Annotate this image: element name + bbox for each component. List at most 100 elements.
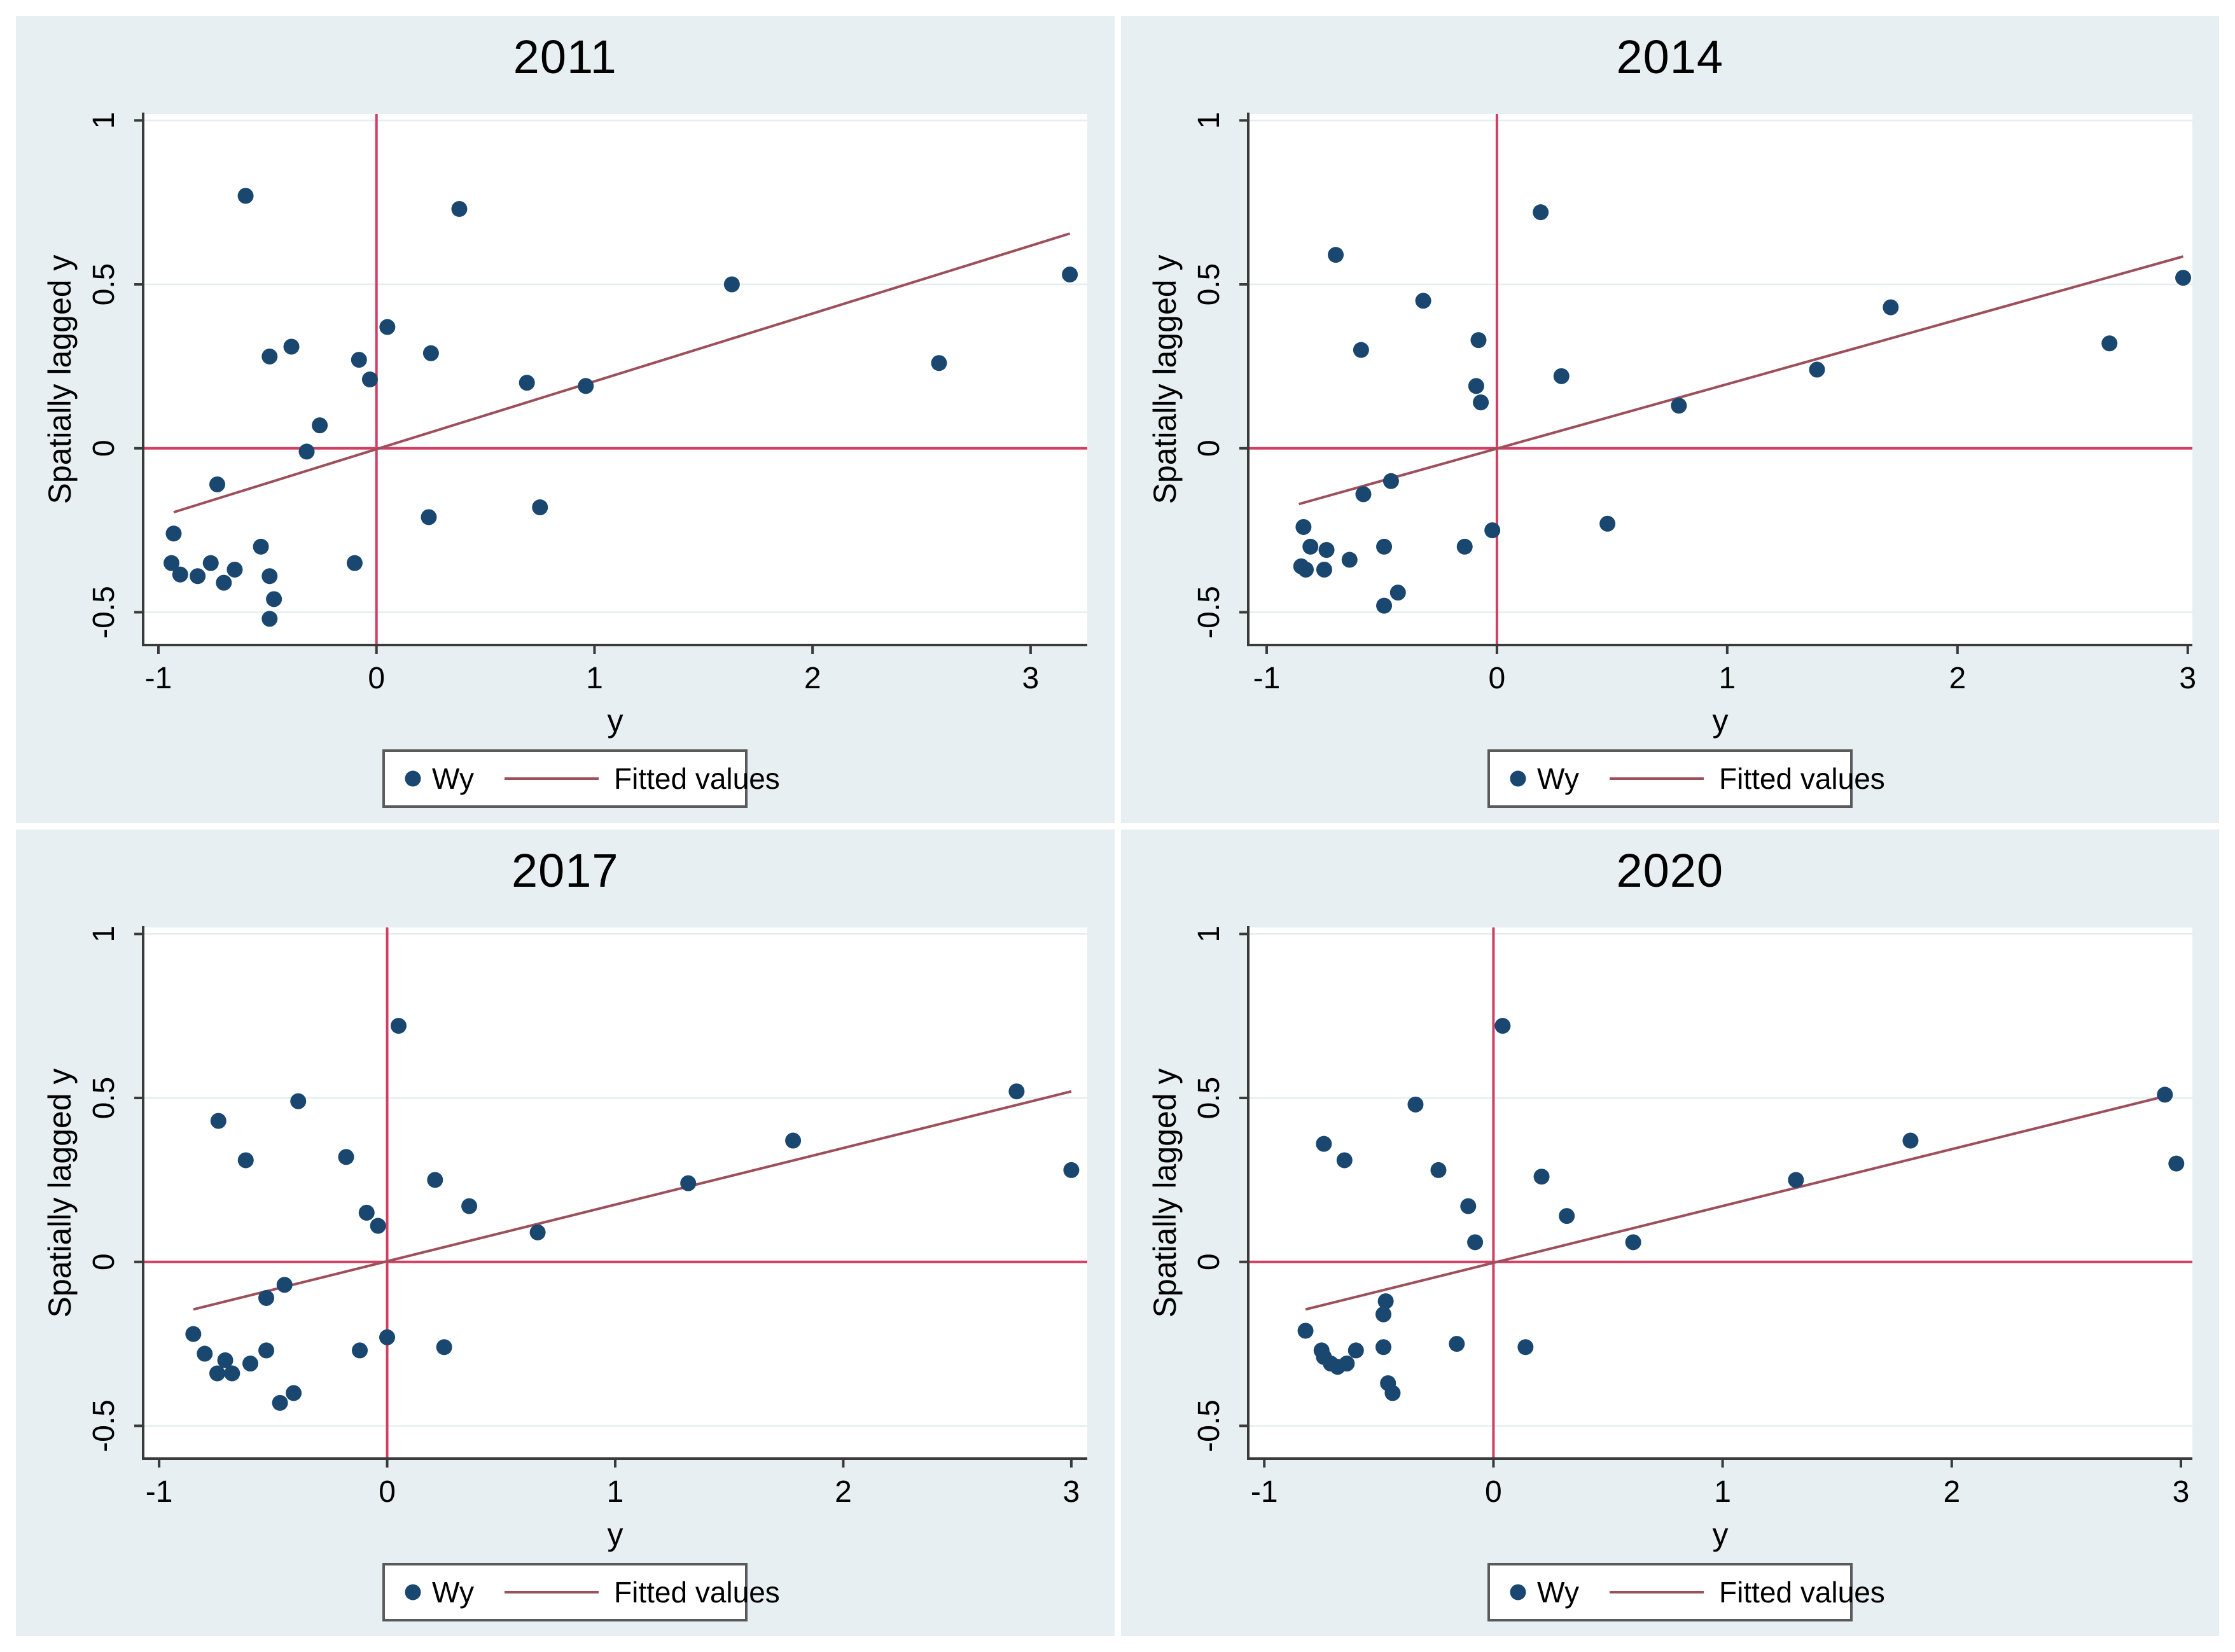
y-axis-title: Spatially lagged y bbox=[1147, 255, 1183, 504]
data-point bbox=[202, 555, 219, 571]
data-point bbox=[931, 355, 947, 371]
data-point bbox=[1375, 538, 1392, 555]
data-point bbox=[1297, 561, 1314, 578]
data-point bbox=[1470, 332, 1486, 349]
plot-area bbox=[143, 927, 1087, 1459]
x-tick-label: 0 bbox=[379, 1475, 396, 1509]
panel-title: 2020 bbox=[1616, 843, 1724, 897]
data-point bbox=[1316, 561, 1332, 578]
data-point bbox=[172, 566, 188, 583]
plot-area bbox=[1248, 927, 2192, 1459]
data-point bbox=[1532, 204, 1549, 221]
x-tick-label: -1 bbox=[145, 662, 172, 695]
data-point bbox=[217, 1352, 233, 1368]
y-tick-label: 0 bbox=[1192, 1253, 1226, 1270]
x-tick-label: 3 bbox=[1063, 1475, 1080, 1509]
data-point bbox=[165, 525, 182, 542]
data-point bbox=[1468, 378, 1484, 394]
panel-title: 2017 bbox=[511, 843, 619, 897]
x-tick-label: 1 bbox=[1718, 662, 1736, 695]
y-tick-label: 0.5 bbox=[1192, 263, 1226, 306]
plot-area bbox=[1248, 114, 2192, 645]
fitted-line bbox=[173, 232, 1071, 514]
data-point bbox=[164, 555, 180, 571]
data-point bbox=[352, 1342, 368, 1358]
x-tick-label: 2 bbox=[1943, 1475, 1960, 1509]
data-point bbox=[237, 1151, 254, 1168]
data-point bbox=[2156, 1086, 2173, 1102]
data-point bbox=[422, 345, 439, 361]
data-point bbox=[1327, 247, 1344, 263]
data-point bbox=[1484, 522, 1500, 539]
data-point bbox=[1809, 361, 1825, 378]
data-point bbox=[2175, 270, 2191, 286]
data-point bbox=[1384, 1384, 1400, 1401]
data-point bbox=[1902, 1132, 1918, 1149]
data-point bbox=[312, 417, 328, 434]
data-point bbox=[1295, 518, 1311, 535]
data-point bbox=[1882, 299, 1898, 316]
y-tick-label: -0.5 bbox=[1192, 586, 1226, 639]
data-point bbox=[2168, 1155, 2184, 1172]
data-point bbox=[785, 1132, 802, 1149]
data-point bbox=[216, 574, 232, 591]
data-point bbox=[261, 611, 278, 627]
data-point bbox=[461, 1198, 478, 1214]
y-tick-label: 0.5 bbox=[87, 1076, 121, 1119]
x-tick-label: 0 bbox=[1485, 1475, 1502, 1509]
y-tick-label: 1 bbox=[87, 925, 121, 942]
data-point bbox=[1354, 486, 1371, 503]
data-point bbox=[421, 509, 437, 525]
data-point bbox=[578, 378, 594, 394]
data-point bbox=[370, 1218, 386, 1234]
y-tick-label: 1 bbox=[87, 112, 121, 129]
x-tick-label: -1 bbox=[1250, 1475, 1278, 1509]
x-tick-label: 3 bbox=[2179, 662, 2196, 695]
data-point bbox=[1558, 1207, 1575, 1224]
data-point bbox=[276, 1276, 293, 1293]
y-tick-label: -0.5 bbox=[1192, 1399, 1226, 1452]
data-point bbox=[346, 555, 363, 571]
data-point bbox=[1302, 538, 1318, 555]
x-tick-label: 0 bbox=[1488, 662, 1505, 695]
data-point bbox=[290, 1093, 307, 1109]
data-point bbox=[258, 1342, 275, 1358]
x-axis-title: y bbox=[608, 703, 623, 739]
data-point bbox=[1517, 1338, 1533, 1355]
data-point bbox=[1008, 1083, 1025, 1099]
data-point bbox=[1338, 1355, 1354, 1371]
y-tick-label: 0 bbox=[87, 440, 121, 457]
data-point bbox=[1347, 1342, 1364, 1358]
x-tick-label: 0 bbox=[368, 662, 385, 695]
data-point bbox=[261, 568, 278, 585]
legend-label-wy: Wy bbox=[1537, 762, 1579, 795]
legend-marker-dot bbox=[405, 770, 421, 787]
data-point bbox=[197, 1345, 213, 1362]
fitted-line bbox=[1305, 1095, 2165, 1310]
data-point bbox=[1063, 1162, 1080, 1178]
data-point bbox=[1472, 394, 1489, 411]
data-point bbox=[529, 1224, 546, 1240]
data-point bbox=[1533, 1168, 1550, 1184]
x-tick-label: 2 bbox=[1949, 662, 1966, 695]
data-point bbox=[351, 352, 367, 368]
data-point bbox=[1318, 542, 1335, 559]
data-point bbox=[361, 371, 378, 387]
legend-marker-dot bbox=[1510, 770, 1526, 787]
panel-title: 2011 bbox=[513, 31, 617, 83]
y-axis-title: Spatially lagged y bbox=[1147, 1068, 1183, 1317]
legend-label-fitted-values: Fitted values bbox=[1719, 762, 1885, 795]
y-tick-label: 0.5 bbox=[87, 263, 121, 306]
data-point bbox=[1315, 1135, 1332, 1152]
data-point bbox=[1599, 515, 1615, 532]
data-point bbox=[1336, 1151, 1353, 1168]
data-point bbox=[242, 1355, 258, 1371]
fitted-line bbox=[193, 1090, 1072, 1310]
data-point bbox=[185, 1326, 202, 1342]
data-point bbox=[1375, 1306, 1391, 1322]
